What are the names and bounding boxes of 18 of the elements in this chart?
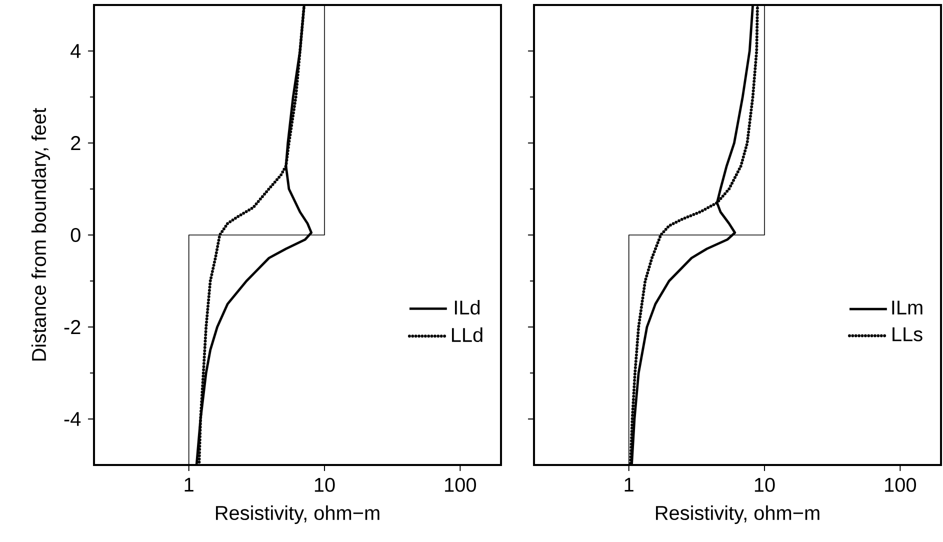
- y-tick-label: -4: [64, 412, 81, 426]
- y-tick-label: 2: [71, 136, 80, 150]
- y-tick-label: -2: [64, 320, 80, 334]
- y-axis-title: Distance from boundary, feet: [31, 108, 50, 361]
- y-tick-label: 0: [70, 228, 80, 242]
- x-tick-label: 1: [184, 478, 194, 492]
- x-axis-title: Resistivity, ohm−m: [656, 505, 820, 524]
- x-tick-label: 100: [885, 478, 916, 492]
- x-tick-label: 100: [445, 478, 476, 492]
- legend-label: LLd: [452, 327, 482, 342]
- x-tick-label: 10: [314, 478, 335, 492]
- legend-label: ILm: [892, 300, 922, 314]
- legend-label: LLs: [892, 327, 922, 342]
- legend-label: ILd: [454, 300, 480, 315]
- x-tick-label: 1: [624, 478, 634, 492]
- x-axis-title: Resistivity, ohm−m: [216, 505, 380, 524]
- x-tick-label: 10: [754, 478, 775, 492]
- y-tick-label: 4: [70, 44, 81, 58]
